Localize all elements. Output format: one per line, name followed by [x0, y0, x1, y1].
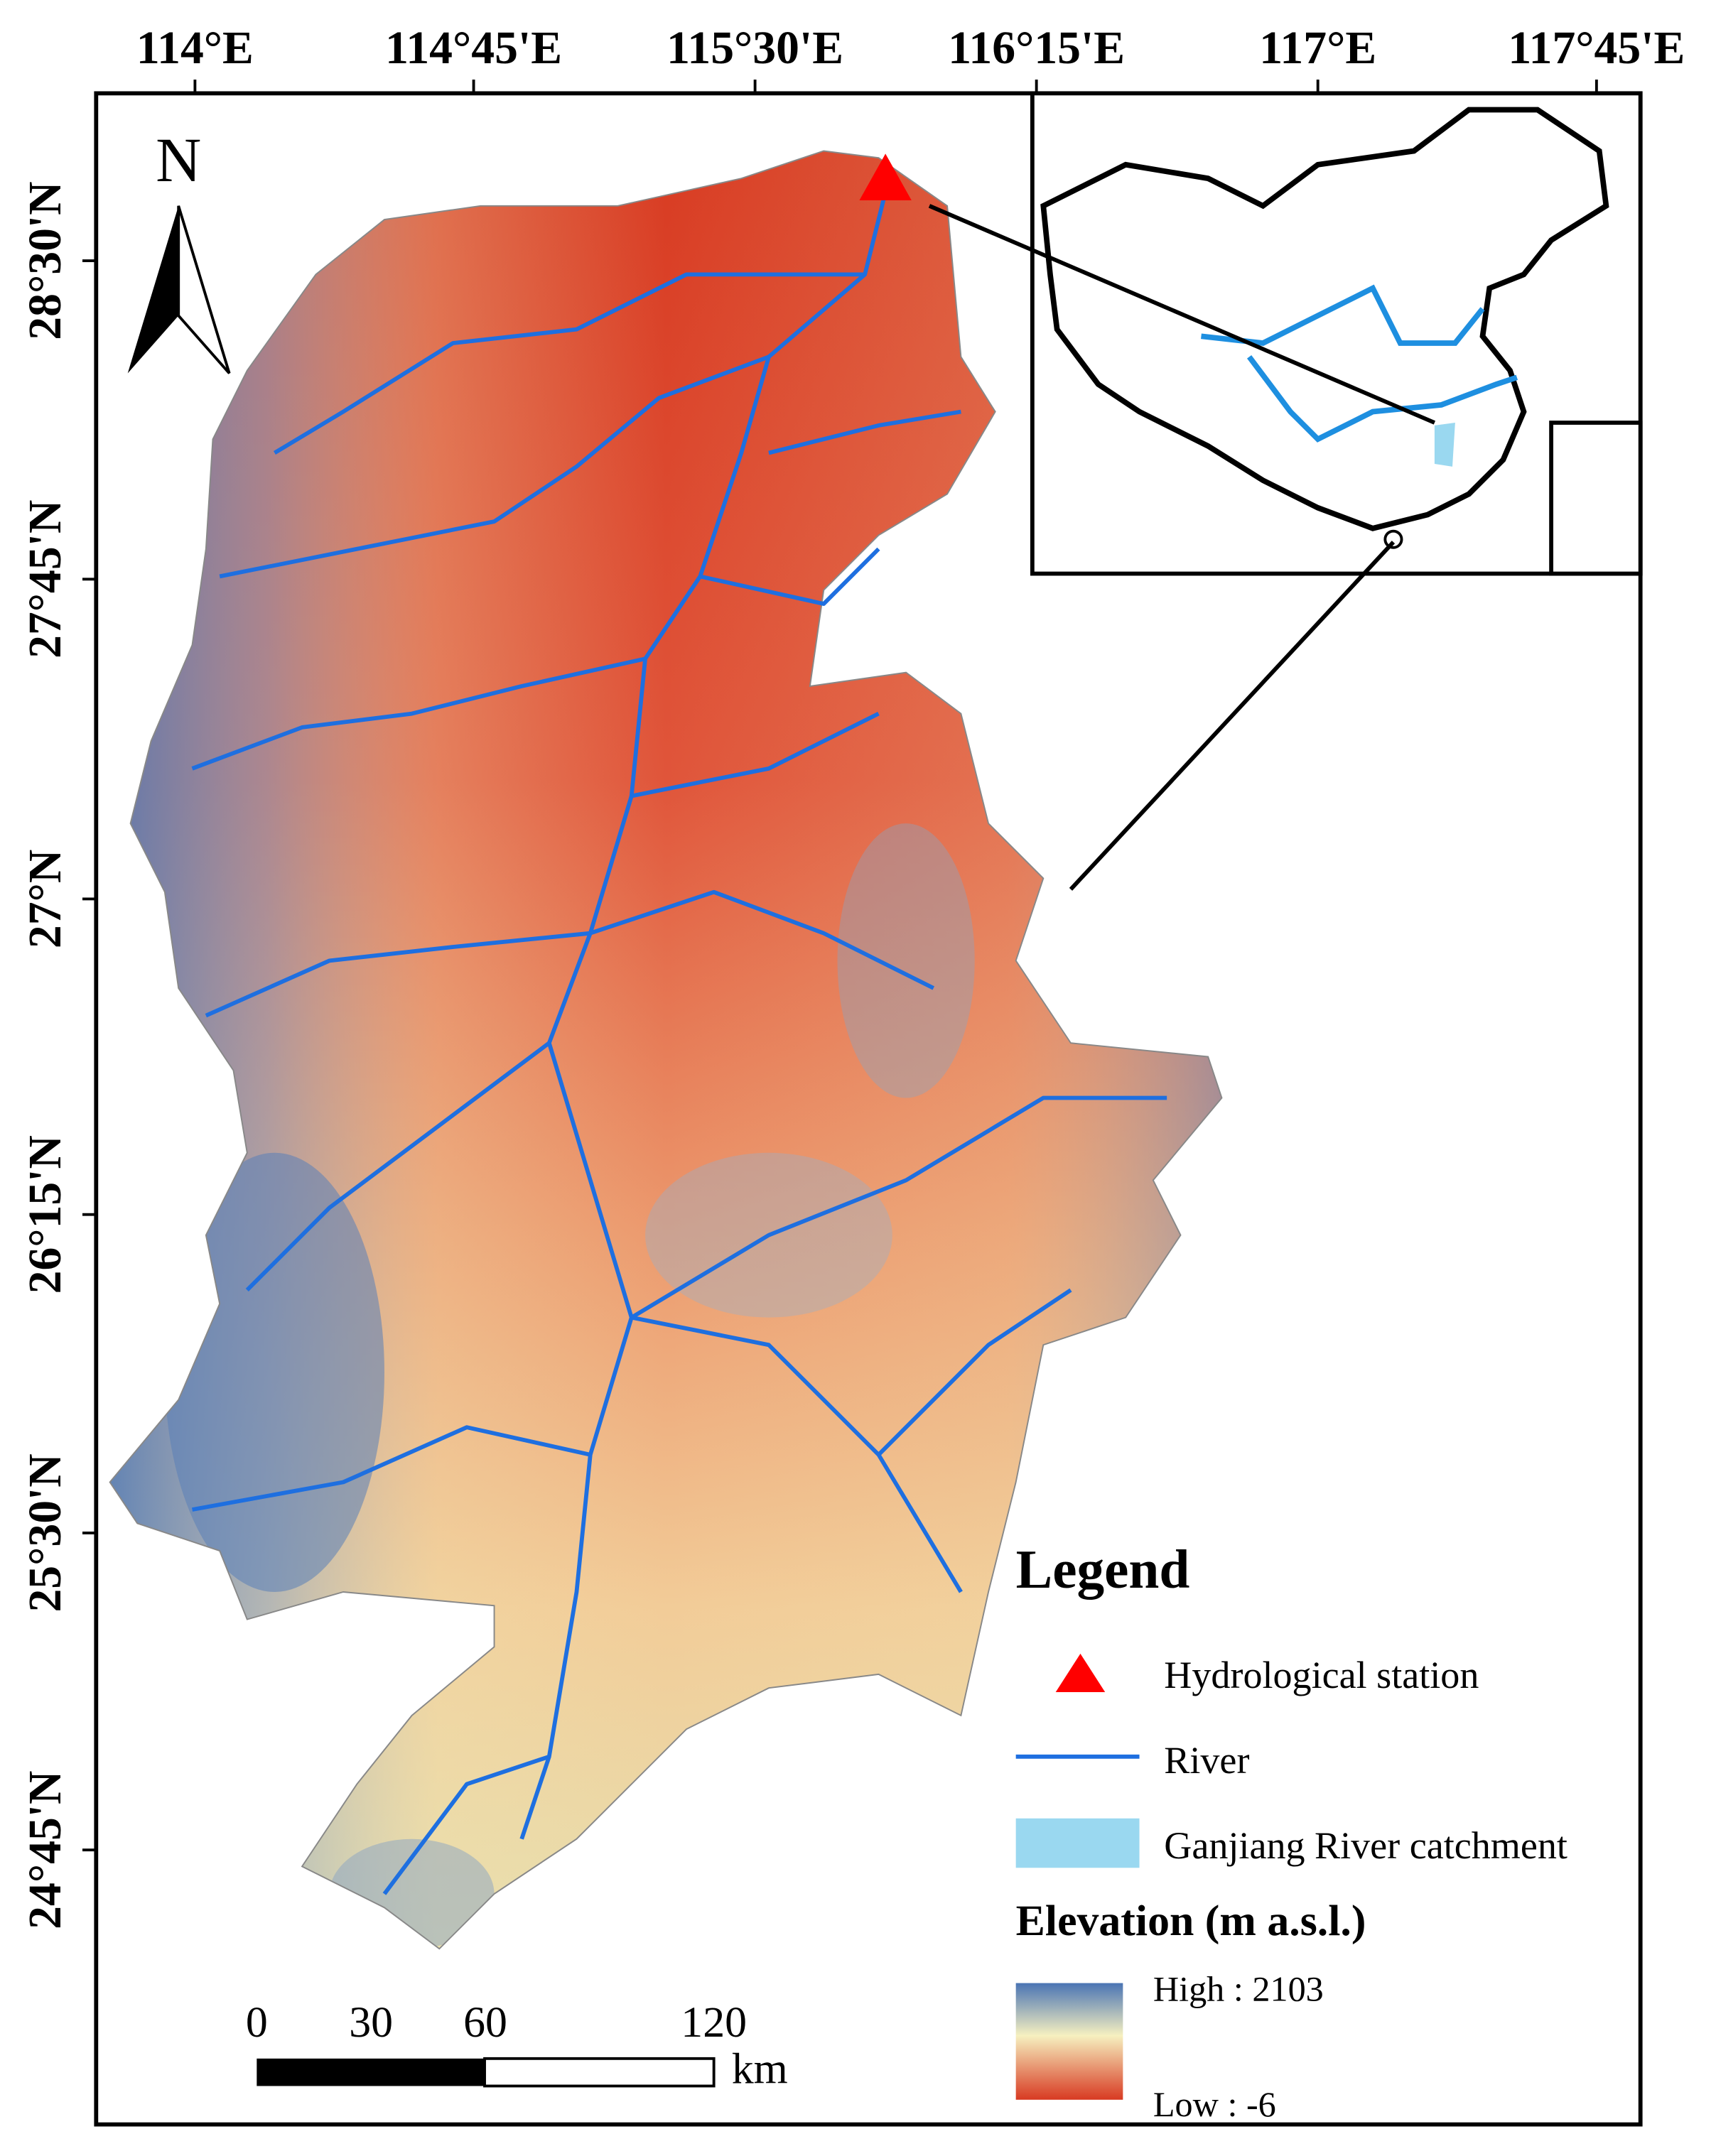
elevation-low: Low : -6 — [1153, 2084, 1276, 2124]
map-frame — [94, 91, 1643, 2127]
scale-tick-label: 120 — [681, 1998, 747, 2047]
legend-item: Hydrological station — [1164, 1654, 1479, 1696]
longitude-labels: 114°E 114°45'E 115°30'E 116°15'E 117°E 117°45… — [136, 22, 1685, 94]
north-label: N — [156, 126, 201, 195]
ganjiang-catchment — [1434, 423, 1455, 467]
scale-tick-label: 30 — [349, 1998, 393, 2047]
longitude-label: 115°30'E — [667, 22, 843, 74]
north-arrow — [177, 205, 231, 374]
hydrological-station — [859, 153, 912, 201]
legend-item: Ganjiang River catchment — [1164, 1824, 1567, 1867]
longitude-label: 116°15'E — [948, 22, 1125, 74]
latitude-labels: 28°30'N 27°45'N 27°N 26°15'N 25°30'N 24°45'N — [19, 181, 97, 1929]
elevation-title: Elevation (m a.s.l.) — [1016, 1897, 1366, 1945]
legend-title: Legend — [1016, 1539, 1190, 1600]
legend-symbol — [1015, 1818, 1140, 1868]
scale-bar: km 0 30 60 120 — [246, 1998, 788, 2093]
scale-unit: km — [732, 2045, 788, 2093]
china-outline — [1040, 107, 1609, 531]
latitude-label: 24°45'N — [19, 1771, 71, 1929]
elevation-colorbar — [1015, 1983, 1123, 2100]
latitude-label: 25°30'N — [19, 1453, 71, 1612]
latitude-label: 28°30'N — [19, 181, 71, 340]
legend-symbol — [1055, 1653, 1106, 1693]
longitude-label: 117°45'E — [1508, 22, 1685, 74]
latitude-label: 27°45'N — [19, 500, 71, 659]
longitude-label: 114°45'E — [385, 22, 562, 74]
longitude-label: 114°E — [136, 22, 254, 74]
inset-frame — [1030, 91, 1643, 576]
latitude-label: 27°N — [19, 850, 71, 948]
scale-tick-label: 0 — [246, 1998, 268, 2047]
north-arrow — [127, 205, 179, 374]
elevation-high: High : 2103 — [1153, 1969, 1324, 2009]
longitude-label: 117°E — [1259, 22, 1376, 74]
legend-item: River — [1164, 1739, 1249, 1782]
latitude-label: 26°15'N — [19, 1135, 71, 1294]
scale-tick-label: 60 — [463, 1998, 507, 2047]
rivers — [191, 191, 1167, 1895]
south-sea-inset — [1549, 421, 1643, 576]
